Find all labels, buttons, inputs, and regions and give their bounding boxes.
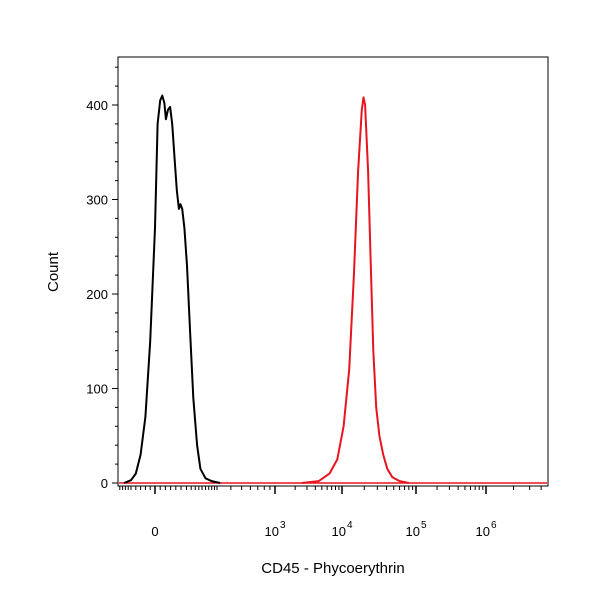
- y-axis: 0 100 200 300 400: [86, 66, 118, 491]
- y-tick-label: 300: [86, 193, 108, 208]
- x-tick-label: 0: [151, 524, 158, 539]
- unstained-control-line: [123, 94, 221, 484]
- x-tick-label: 106: [475, 520, 496, 539]
- y-tick-label: 400: [86, 98, 108, 113]
- cd45-pe-stained-line: [301, 96, 410, 484]
- y-tick-label: 200: [86, 287, 108, 302]
- y-tick-label: 0: [101, 476, 108, 491]
- y-axis-label: Count: [45, 251, 62, 292]
- y-tick-label: 100: [86, 382, 108, 397]
- x-tick-label: 103: [264, 520, 285, 539]
- series-layer: [119, 94, 547, 484]
- x-axis: 0 103 104 105 106: [151, 486, 497, 539]
- x-tick-label: 104: [331, 520, 352, 539]
- x-axis-label: CD45 - Phycoerythrin: [261, 560, 404, 577]
- x-minor-ticks: [119, 486, 542, 490]
- x-tick-label: 105: [405, 520, 426, 539]
- plot-frame: [117, 56, 549, 487]
